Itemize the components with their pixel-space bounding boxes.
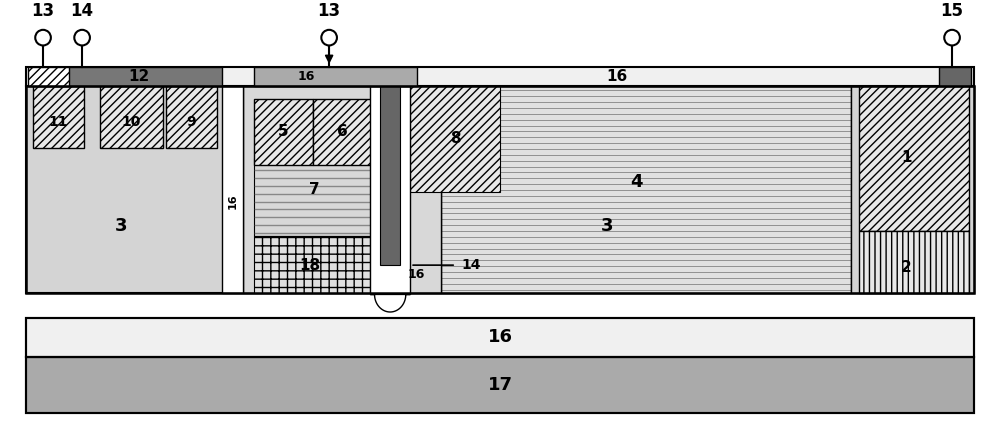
Circle shape bbox=[74, 30, 90, 45]
Bar bbox=[254, 236, 370, 293]
Circle shape bbox=[321, 30, 337, 45]
Bar bbox=[26, 318, 974, 357]
Text: 3: 3 bbox=[601, 217, 614, 235]
Text: 6: 6 bbox=[337, 124, 348, 139]
Text: 16: 16 bbox=[488, 328, 512, 346]
Bar bbox=[313, 99, 373, 164]
Bar bbox=[441, 86, 851, 293]
Bar bbox=[222, 86, 243, 293]
Text: 14: 14 bbox=[461, 258, 480, 272]
Polygon shape bbox=[370, 294, 410, 312]
Bar bbox=[370, 86, 410, 294]
Text: 14: 14 bbox=[71, 2, 94, 20]
Text: 4: 4 bbox=[630, 173, 643, 191]
Text: 17: 17 bbox=[488, 376, 512, 394]
Circle shape bbox=[35, 30, 51, 45]
Circle shape bbox=[944, 30, 960, 45]
Bar bbox=[26, 357, 974, 412]
Bar bbox=[859, 231, 969, 293]
Text: 16: 16 bbox=[227, 194, 237, 209]
Text: 3: 3 bbox=[115, 217, 127, 235]
Text: 13: 13 bbox=[31, 2, 55, 20]
Bar bbox=[410, 86, 500, 192]
Bar bbox=[26, 357, 974, 412]
Bar bbox=[254, 99, 313, 164]
Bar bbox=[26, 86, 974, 293]
Text: 9: 9 bbox=[187, 115, 196, 129]
Bar bbox=[166, 86, 217, 148]
Text: 13: 13 bbox=[318, 2, 341, 20]
Bar bbox=[441, 86, 851, 293]
Bar bbox=[100, 86, 163, 148]
Bar bbox=[41, 67, 222, 86]
Text: 16: 16 bbox=[298, 70, 315, 83]
Text: 18: 18 bbox=[299, 258, 320, 272]
Text: 11: 11 bbox=[49, 115, 68, 129]
Text: 16: 16 bbox=[607, 69, 628, 84]
Bar bbox=[33, 86, 84, 148]
Bar bbox=[254, 67, 417, 86]
Text: 16: 16 bbox=[407, 269, 425, 281]
Bar bbox=[26, 318, 974, 357]
Bar bbox=[939, 67, 971, 86]
Text: 5: 5 bbox=[278, 124, 289, 139]
Bar bbox=[859, 86, 969, 231]
Bar bbox=[380, 86, 400, 265]
Text: 15: 15 bbox=[941, 2, 964, 20]
Text: 10: 10 bbox=[121, 115, 141, 129]
Text: 12: 12 bbox=[128, 69, 149, 84]
Text: 7: 7 bbox=[309, 182, 320, 198]
Bar bbox=[28, 67, 69, 86]
Bar bbox=[254, 158, 375, 236]
Text: 8: 8 bbox=[450, 131, 460, 146]
Bar bbox=[243, 86, 441, 293]
Text: 1: 1 bbox=[901, 150, 911, 165]
Text: 2: 2 bbox=[901, 259, 912, 275]
Bar bbox=[26, 67, 974, 86]
Bar bbox=[851, 86, 974, 293]
Bar bbox=[26, 86, 974, 293]
